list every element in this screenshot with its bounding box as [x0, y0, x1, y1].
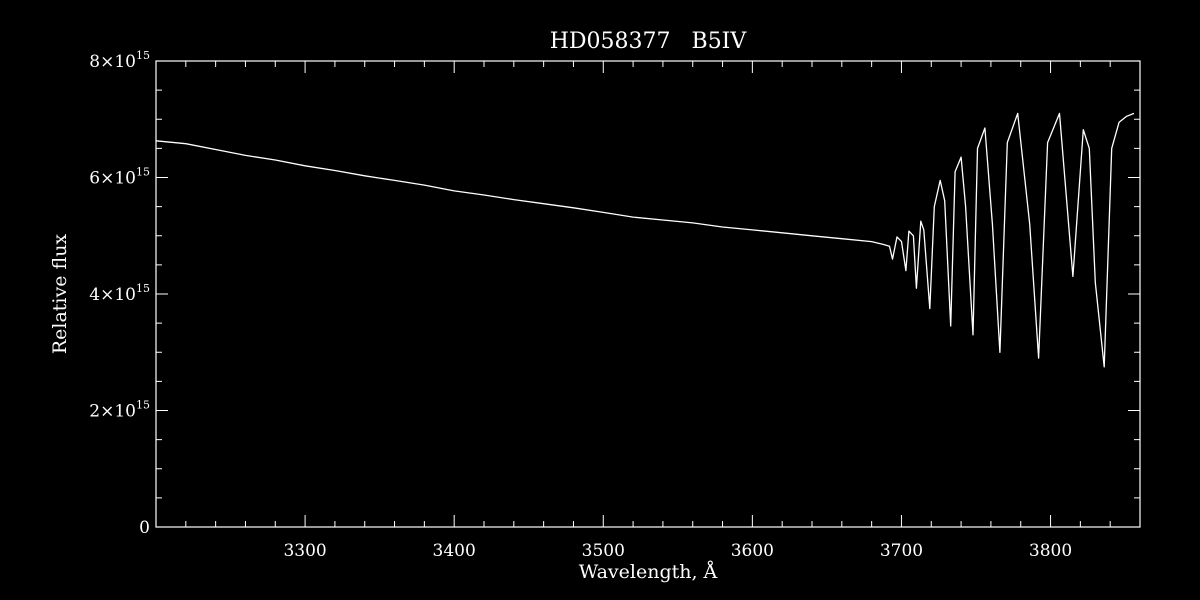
- x-tick-label: 3800: [1029, 541, 1072, 561]
- y-axis-title: Relative flux: [49, 234, 71, 355]
- x-tick-label: 3700: [880, 541, 923, 561]
- y-tick-label: 4×1015: [89, 282, 150, 305]
- x-tick-label: 3500: [582, 541, 625, 561]
- chart-title: HD058377 B5IV: [550, 29, 748, 54]
- x-tick-label: 3300: [283, 541, 326, 561]
- y-axis: 0 2×1015 4×1015 6×1015 8×1015: [89, 49, 1140, 538]
- y-tick-label: 0: [139, 518, 150, 538]
- x-tick-label: 3600: [731, 541, 774, 561]
- y-tick-label: 2×1015: [89, 399, 150, 422]
- x-axis-title: Wavelength, Å: [579, 561, 718, 583]
- x-axis: 3300 3400 3500 3600 3700 3800: [185, 61, 1111, 561]
- y-tick-label: 6×1015: [89, 166, 150, 189]
- y-tick-label: 8×1015: [89, 49, 150, 72]
- plot-frame: [155, 60, 1141, 528]
- flux-series-line: [155, 112, 1135, 368]
- x-tick-label: 3400: [433, 541, 476, 561]
